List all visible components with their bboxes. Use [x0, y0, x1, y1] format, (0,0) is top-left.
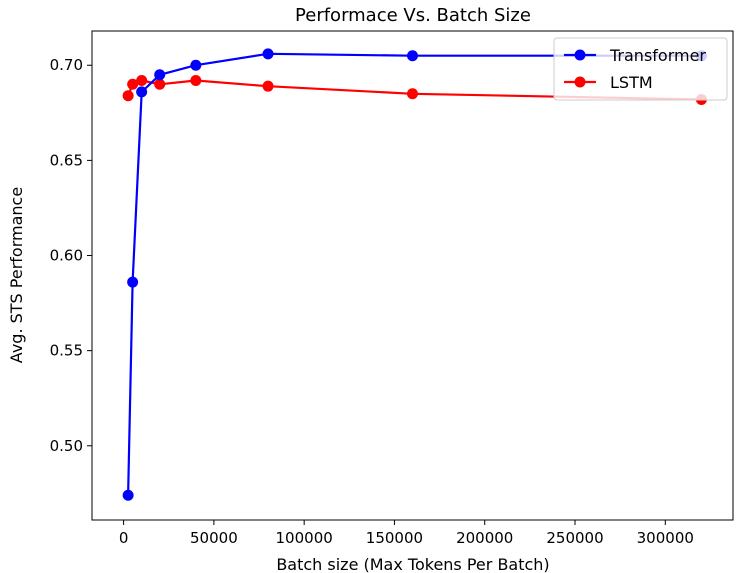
data-point-lstm	[154, 78, 166, 90]
legend-label-transformer: Transformer	[609, 46, 706, 65]
data-point-lstm	[190, 74, 202, 86]
x-tick-label: 150000	[366, 529, 423, 547]
y-tick-label: 0.55	[50, 342, 83, 360]
data-point-transformer	[190, 59, 202, 71]
legend-box	[553, 37, 728, 101]
data-point-transformer	[127, 276, 139, 288]
y-tick-label: 0.60	[50, 247, 83, 265]
data-point-lstm	[127, 78, 139, 90]
x-tick-label: 100000	[276, 529, 333, 547]
data-point-lstm	[407, 88, 418, 100]
y-tick-label: 0.70	[50, 56, 83, 74]
x-tick-label: 250000	[546, 529, 603, 547]
data-point-lstm	[122, 90, 134, 102]
y-axis-label: Avg. STS Performance	[7, 187, 26, 363]
legend-label-lstm: LSTM	[610, 73, 653, 92]
y-tick-label: 0.50	[50, 437, 83, 455]
x-tick-label: 0	[119, 529, 129, 547]
x-tick-label: 50000	[190, 529, 238, 547]
x-tick-label: 300000	[637, 529, 694, 547]
data-point-transformer	[407, 50, 418, 62]
data-point-transformer	[154, 69, 166, 81]
chart-title: Performace Vs. Batch Size	[295, 5, 531, 26]
data-point-transformer	[122, 489, 134, 501]
data-point-transformer	[136, 86, 148, 98]
data-point-transformer	[262, 48, 274, 60]
legend-marker-transformer	[574, 49, 586, 61]
series-line-transformer	[127, 52, 702, 496]
legend: Transformer LSTM	[553, 37, 728, 101]
legend-marker-lstm	[574, 76, 586, 88]
plot-frame	[91, 30, 734, 521]
x-tick-label: 200000	[456, 529, 513, 547]
data-point-lstm	[136, 74, 148, 86]
y-tick-label: 0.65	[50, 151, 83, 169]
data-point-lstm	[262, 80, 274, 92]
x-axis-label: Batch size (Max Tokens Per Batch)	[276, 555, 549, 573]
